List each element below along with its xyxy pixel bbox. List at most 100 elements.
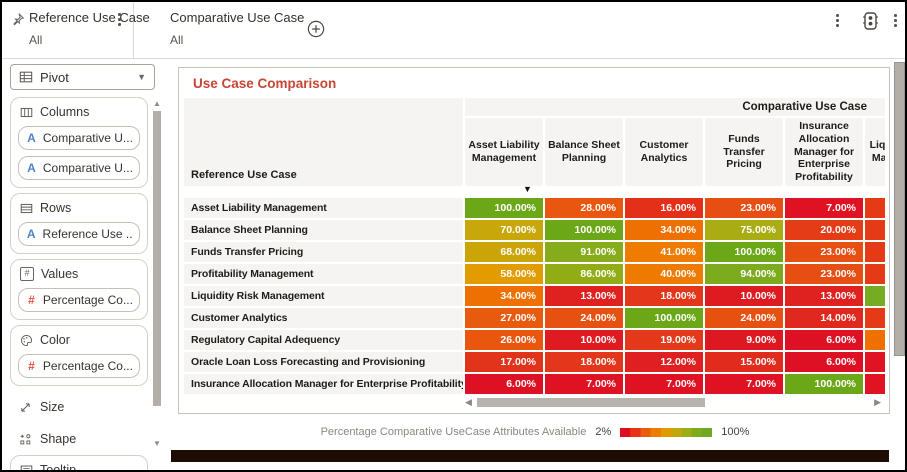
field-pill[interactable]: A Reference Use ... — [18, 222, 140, 246]
kebab-menu-icon[interactable] — [894, 14, 897, 27]
scroll-up-icon[interactable]: ▲ — [153, 99, 161, 108]
scroll-left-icon[interactable]: ◀ — [465, 397, 472, 407]
size-drop-target[interactable]: Size — [10, 391, 148, 423]
heatmap-cell[interactable]: 24.00% — [545, 308, 623, 328]
reference-use-case-filter[interactable]: Reference Use Case All — [2, 2, 150, 58]
heatmap-cell-clipped[interactable] — [865, 352, 885, 372]
field-pill[interactable]: A Comparative U... — [18, 156, 140, 180]
heatmap-cell[interactable]: 100.00% — [705, 242, 783, 262]
heatmap-cell[interactable]: 17.00% — [465, 352, 543, 372]
table-row: 70.00% 100.00% 34.00% 75.00% 20.00% — [465, 220, 885, 240]
section-label: Rows — [40, 201, 72, 215]
column-header[interactable]: Insurance Allocation Manager for Enterpr… — [785, 118, 863, 186]
heatmap-cell[interactable]: 19.00% — [625, 330, 703, 350]
heatmap-cell[interactable]: 14.00% — [785, 308, 863, 328]
vertical-scrollbar[interactable] — [894, 62, 905, 356]
heatmap-cell[interactable]: 18.00% — [545, 352, 623, 372]
heatmap-cell-clipped[interactable] — [865, 286, 885, 306]
section-label: Columns — [40, 105, 90, 119]
heatmap-cell[interactable]: 23.00% — [785, 242, 863, 262]
heatmap-cell[interactable]: 9.00% — [705, 330, 783, 350]
traffic-light-icon[interactable] — [862, 11, 879, 31]
row-header[interactable]: Oracle Loan Loss Forecasting and Provisi… — [184, 352, 463, 372]
field-pill[interactable]: A Comparative U... — [18, 126, 140, 150]
heatmap-cell-clipped[interactable] — [865, 264, 885, 284]
row-header[interactable]: Liquidity Risk Management — [184, 286, 463, 306]
add-filter-icon[interactable] — [307, 20, 325, 38]
heatmap-cell[interactable]: 20.00% — [785, 220, 863, 240]
heatmap-cell[interactable]: 100.00% — [545, 220, 623, 240]
legend-min: 2% — [595, 426, 612, 438]
heatmap-cell[interactable]: 13.00% — [545, 286, 623, 306]
row-header[interactable]: Asset Liability Management — [184, 198, 463, 218]
heatmap-cell[interactable]: 6.00% — [465, 374, 543, 394]
row-header[interactable]: Insurance Allocation Manager for Enterpr… — [184, 374, 463, 394]
heatmap-cell[interactable]: 41.00% — [625, 242, 703, 262]
scrollbar-thumb[interactable] — [477, 398, 705, 407]
heatmap-cell[interactable]: 6.00% — [785, 330, 863, 350]
heatmap-cell[interactable]: 12.00% — [625, 352, 703, 372]
heatmap-cell[interactable]: 94.00% — [705, 264, 783, 284]
visualization-type-select[interactable]: Pivot ▼ — [10, 64, 155, 90]
sidebar-scrollbar[interactable]: ▲ ▼ — [152, 99, 162, 459]
heatmap-cell[interactable]: 100.00% — [465, 198, 543, 218]
heatmap-cell[interactable]: 58.00% — [465, 264, 543, 284]
heatmap-cell[interactable]: 26.00% — [465, 330, 543, 350]
row-header[interactable]: Funds Transfer Pricing — [184, 242, 463, 262]
kebab-menu-icon[interactable] — [118, 13, 121, 26]
heatmap-cell[interactable]: 75.00% — [705, 220, 783, 240]
column-header[interactable]: Balance Sheet Planning — [545, 118, 623, 186]
heatmap-cell[interactable]: 70.00% — [465, 220, 543, 240]
rows-icon — [20, 203, 33, 213]
horizontal-scrollbar[interactable]: ◀ ▶ — [465, 397, 881, 408]
heatmap-cell[interactable]: 86.00% — [545, 264, 623, 284]
heatmap-cell-clipped[interactable] — [865, 198, 885, 218]
row-header[interactable]: Regulatory Capital Adequency — [184, 330, 463, 350]
heatmap-cell[interactable]: 13.00% — [785, 286, 863, 306]
heatmap-cell[interactable]: 24.00% — [705, 308, 783, 328]
heatmap-cell[interactable]: 40.00% — [625, 264, 703, 284]
heatmap-cell[interactable]: 7.00% — [705, 374, 783, 394]
heatmap-cell-clipped[interactable] — [865, 308, 885, 328]
table-row: 27.00% 24.00% 100.00% 24.00% 14.00% — [465, 308, 885, 328]
heatmap-cell[interactable]: 7.00% — [545, 374, 623, 394]
heatmap-cell[interactable]: 18.00% — [625, 286, 703, 306]
row-header[interactable]: Balance Sheet Planning — [184, 220, 463, 240]
heatmap-cell[interactable]: 27.00% — [465, 308, 543, 328]
heatmap-cell[interactable]: 68.00% — [465, 242, 543, 262]
column-header[interactable]: Customer Analytics — [625, 118, 703, 186]
heatmap-cell-clipped[interactable] — [865, 330, 885, 350]
kebab-menu-icon[interactable] — [836, 14, 839, 27]
heatmap-cell[interactable]: 23.00% — [705, 198, 783, 218]
heatmap-cell[interactable]: 7.00% — [625, 374, 703, 394]
heatmap-cell-clipped[interactable] — [865, 242, 885, 262]
heatmap-cell[interactable]: 100.00% — [785, 374, 863, 394]
row-header[interactable]: Profitability Management — [184, 264, 463, 284]
heatmap-cell-clipped[interactable] — [865, 374, 885, 394]
heatmap-cell[interactable]: 23.00% — [785, 264, 863, 284]
heatmap-cell[interactable]: 91.00% — [545, 242, 623, 262]
field-pill[interactable]: # Percentage Co... — [18, 288, 140, 312]
text-attribute-icon: A — [27, 131, 36, 145]
scroll-right-icon[interactable]: ▶ — [874, 397, 881, 407]
heatmap-cell[interactable]: 10.00% — [705, 286, 783, 306]
heatmap-cell[interactable]: 34.00% — [465, 286, 543, 306]
heatmap-cell[interactable]: 100.00% — [625, 308, 703, 328]
column-header[interactable]: Liquidity Risk Management — [865, 118, 885, 186]
heatmap-cell[interactable]: 6.00% — [785, 352, 863, 372]
heatmap-cell-clipped[interactable] — [865, 220, 885, 240]
sort-descending-icon[interactable]: ▼ — [523, 184, 532, 194]
heatmap-cell[interactable]: 16.00% — [625, 198, 703, 218]
column-header[interactable]: Funds Transfer Pricing — [705, 118, 783, 186]
row-header[interactable]: Customer Analytics — [184, 308, 463, 328]
field-pill[interactable]: # Percentage Co... — [18, 354, 140, 378]
heatmap-cell[interactable]: 34.00% — [625, 220, 703, 240]
heatmap-cell[interactable]: 10.00% — [545, 330, 623, 350]
heatmap-cell[interactable]: 28.00% — [545, 198, 623, 218]
scroll-down-icon[interactable]: ▼ — [153, 439, 161, 448]
scrollbar-thumb[interactable] — [153, 111, 161, 406]
heatmap-cell[interactable]: 15.00% — [705, 352, 783, 372]
heatmap-cell[interactable]: 7.00% — [785, 198, 863, 218]
column-header[interactable]: Asset Liability Management — [465, 118, 543, 186]
shape-drop-target[interactable]: Shape — [10, 423, 148, 455]
